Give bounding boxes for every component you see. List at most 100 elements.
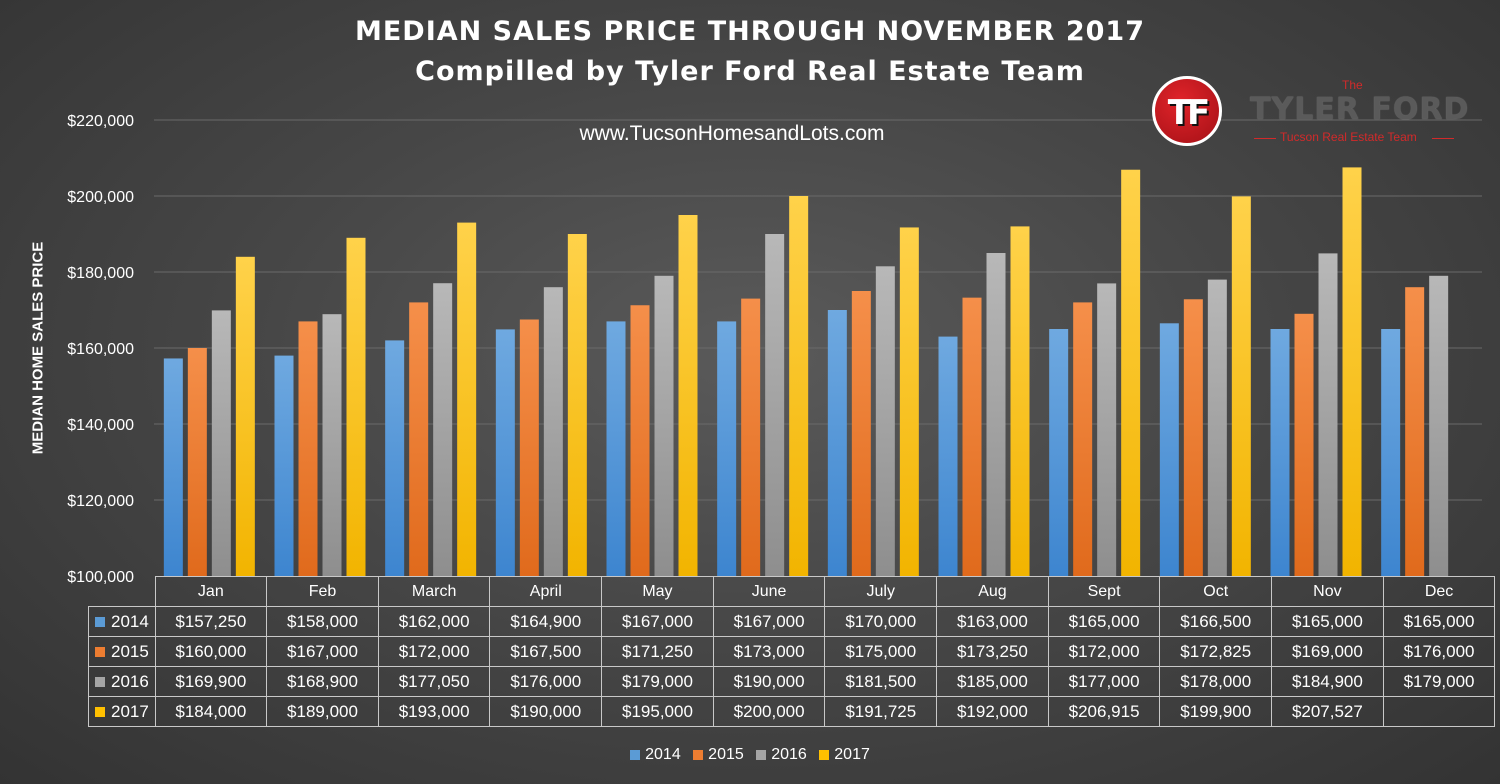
legend-swatch: [693, 749, 704, 760]
table-cell: $206,915: [1047, 696, 1161, 727]
table-cell: $200,000: [712, 696, 826, 727]
table-cell: $207,527: [1271, 696, 1384, 727]
table-cell: [1382, 696, 1496, 727]
logo-the: The: [1342, 78, 1363, 92]
table-cell: $189,000: [266, 696, 379, 727]
table-row: 2016 $169,900 $168,900 $177,050 $176,000 $179…: [88, 666, 1496, 697]
legend-item-2015: 2015: [693, 746, 744, 764]
bar-2015-aug: [962, 297, 982, 576]
legend-label: 2017: [834, 746, 870, 763]
table-cell: $167,000: [601, 606, 714, 637]
table-cell: $179,000: [1382, 666, 1496, 697]
bar-2016-feb: [322, 314, 342, 576]
table-cell: $167,500: [489, 636, 603, 667]
table-cell: $169,900: [154, 666, 268, 697]
table-cell: $166,500: [1159, 606, 1273, 637]
table-cell: $191,725: [824, 696, 938, 727]
month-header: Oct: [1159, 576, 1273, 607]
bar-2014-jan: [163, 358, 183, 576]
legend: 2014 2015 2016 2017: [0, 746, 1500, 764]
bar-2016-oct: [1207, 279, 1227, 576]
table-cell: $172,000: [1047, 636, 1161, 667]
logo-divider-left: [1254, 138, 1276, 139]
month-header: Aug: [936, 576, 1049, 607]
table-cell: $160,000: [154, 636, 268, 667]
website-url: www.TucsonHomesandLots.com: [579, 122, 885, 145]
table-cell: $165,000: [1047, 606, 1161, 637]
bar-2017-july: [899, 227, 919, 576]
table-cell: $163,000: [936, 606, 1049, 637]
table-header-row: Jan Feb March April May June July Aug Se…: [88, 576, 1496, 607]
table-cell: $184,900: [1271, 666, 1384, 697]
legend-label: 2016: [771, 746, 807, 763]
table-row-label: 2015: [88, 636, 156, 667]
bar-2014-march: [385, 340, 405, 576]
table-cell: $176,000: [1382, 636, 1496, 667]
y-axis-label: MEDIAN HOME SALES PRICE: [29, 241, 47, 455]
series-name: 2015: [111, 641, 149, 661]
bar-2014-dec: [1381, 329, 1401, 576]
table-cell: $172,000: [377, 636, 491, 667]
month-header: Sept: [1047, 576, 1161, 607]
table-cell: $185,000: [936, 666, 1049, 697]
table-cell: $168,900: [266, 666, 379, 697]
y-tick-label: $220,000: [67, 113, 134, 130]
chart-subtitle: Compilled by Tyler Ford Real Estate Team: [415, 56, 1085, 87]
table-corner: [88, 576, 156, 607]
table-cell: $167,000: [712, 606, 826, 637]
table-cell: $169,000: [1271, 636, 1384, 667]
legend-label: 2015: [708, 746, 744, 763]
month-header: April: [489, 576, 603, 607]
y-tick-label: $140,000: [67, 417, 134, 434]
table-cell: $195,000: [601, 696, 714, 727]
series-swatch: [95, 647, 105, 658]
bar-2015-may: [630, 305, 650, 576]
table-cell: $173,000: [712, 636, 826, 667]
bar-2016-dec: [1429, 275, 1449, 576]
bar-2015-march: [409, 302, 429, 576]
bar-2015-dec: [1405, 287, 1425, 576]
series-swatch: [95, 617, 105, 628]
bar-2017-may: [678, 215, 698, 576]
table-cell: $175,000: [824, 636, 938, 667]
table-cell: $164,900: [489, 606, 603, 637]
table-cell: $167,000: [266, 636, 379, 667]
month-header: July: [824, 576, 938, 607]
table-cell: $171,250: [601, 636, 714, 667]
table-cell: $157,250: [154, 606, 268, 637]
bar-2016-jan: [211, 310, 231, 576]
bar-2014-nov: [1270, 329, 1290, 576]
bar-2014-aug: [938, 336, 958, 576]
y-tick-label: $160,000: [67, 341, 134, 358]
table-cell: $176,000: [489, 666, 603, 697]
bar-2015-july: [851, 291, 871, 576]
table-row: 2015 $160,000 $167,000 $172,000 $167,500 $171…: [88, 636, 1496, 667]
logo-subtitle: Tucson Real Estate Team: [1280, 130, 1417, 144]
bar-2017-sept: [1121, 169, 1141, 576]
bar-2015-oct: [1183, 299, 1203, 576]
bar-2014-june: [717, 321, 737, 576]
bar-2015-june: [741, 298, 761, 576]
month-header: March: [377, 576, 491, 607]
legend-label: 2014: [645, 746, 681, 763]
series-name: 2014: [111, 611, 149, 631]
bar-2015-sept: [1073, 302, 1093, 576]
series-swatch: [95, 677, 105, 688]
bar-2017-march: [457, 222, 477, 576]
table-cell: $177,050: [377, 666, 491, 697]
series-name: 2017: [111, 701, 149, 721]
month-header: Feb: [266, 576, 379, 607]
bar-2017-aug: [1010, 226, 1030, 576]
bars: [163, 167, 1449, 577]
table-cell: $158,000: [266, 606, 379, 637]
bar-2017-june: [789, 196, 809, 576]
bar-2016-april: [543, 287, 563, 576]
logo-letters: TF: [1167, 93, 1210, 133]
table-row: 2017 $184,000 $189,000 $193,000 $190,000 $195…: [88, 696, 1496, 727]
table-cell: $179,000: [601, 666, 714, 697]
bar-2016-nov: [1318, 253, 1338, 576]
table-cell: $193,000: [377, 696, 491, 727]
table-cell: $190,000: [489, 696, 603, 727]
month-header: Dec: [1382, 576, 1496, 607]
